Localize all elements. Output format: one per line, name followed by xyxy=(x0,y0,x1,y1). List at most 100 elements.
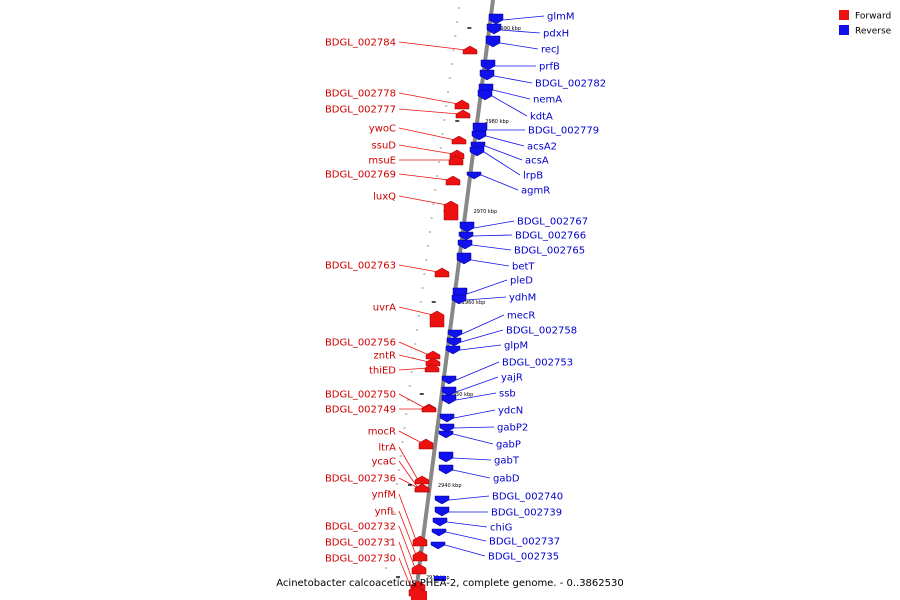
reverse-gene-label[interactable]: betT xyxy=(512,262,535,273)
reverse-gene-arrow[interactable] xyxy=(456,252,472,265)
forward-gene-arrow[interactable] xyxy=(414,475,430,485)
reverse-gene-arrow[interactable] xyxy=(451,294,467,305)
reverse-gene-arrow[interactable] xyxy=(479,69,495,81)
reverse-gene-arrow[interactable] xyxy=(477,89,493,101)
forward-gene-label[interactable]: BDGL_002769 xyxy=(325,170,396,181)
forward-gene-label[interactable]: ywoC xyxy=(369,124,396,135)
forward-gene-label[interactable]: BDGL_002750 xyxy=(325,390,396,401)
forward-gene-label[interactable]: thiED xyxy=(369,366,396,377)
forward-gene-arrow[interactable] xyxy=(425,350,441,360)
forward-gene-arrow[interactable] xyxy=(434,267,450,278)
forward-gene-arrow[interactable] xyxy=(448,155,464,166)
reverse-gene-label[interactable]: BDGL_002779 xyxy=(528,126,599,137)
reverse-gene-label[interactable]: BDGL_002782 xyxy=(535,79,606,90)
reverse-gene-label[interactable]: BDGL_002766 xyxy=(515,231,586,242)
reverse-gene-arrow[interactable] xyxy=(471,130,487,141)
forward-gene-label[interactable]: BDGL_002732 xyxy=(325,522,396,533)
reverse-gene-arrow[interactable] xyxy=(441,375,457,385)
forward-gene-arrow[interactable] xyxy=(429,310,445,328)
reverse-gene-arrow[interactable] xyxy=(445,345,461,355)
forward-gene-label[interactable]: ssuD xyxy=(372,141,397,152)
forward-gene-arrow[interactable] xyxy=(424,363,440,373)
forward-gene-arrow[interactable] xyxy=(454,99,470,110)
forward-gene-label[interactable]: BDGL_002749 xyxy=(325,405,396,416)
forward-gene-label[interactable]: BDGL_002777 xyxy=(325,105,396,116)
forward-gene-label[interactable]: BDGL_002731 xyxy=(325,538,396,549)
reverse-gene-label[interactable]: nemA xyxy=(533,95,562,106)
forward-gene-label[interactable]: ycaC xyxy=(371,457,396,468)
forward-gene-label[interactable]: ltrA xyxy=(378,443,396,454)
reverse-gene-label[interactable]: yajR xyxy=(501,373,523,384)
reverse-gene-arrow[interactable] xyxy=(438,464,454,475)
reverse-gene-arrow[interactable] xyxy=(457,239,473,250)
forward-gene-arrow[interactable] xyxy=(412,550,428,562)
reverse-gene-label[interactable]: recJ xyxy=(541,45,560,56)
forward-gene-label[interactable]: msuE xyxy=(368,156,396,167)
reverse-gene-arrow[interactable] xyxy=(458,231,474,241)
reverse-gene-label[interactable]: acsA2 xyxy=(527,142,557,153)
reverse-gene-label[interactable]: acsA xyxy=(525,156,549,167)
reverse-gene-arrow[interactable] xyxy=(432,517,448,527)
forward-gene-arrow[interactable] xyxy=(455,109,471,119)
forward-gene-arrow[interactable] xyxy=(412,535,428,547)
reverse-gene-arrow[interactable] xyxy=(469,146,485,157)
reverse-gene-label[interactable]: BDGL_002765 xyxy=(514,246,585,257)
reverse-gene-label[interactable]: mecR xyxy=(507,311,535,322)
reverse-gene-label[interactable]: pdxH xyxy=(543,29,569,40)
reverse-gene-label[interactable]: glpM xyxy=(504,341,528,352)
reverse-gene-label[interactable]: prfB xyxy=(539,62,560,73)
forward-gene-label[interactable]: uvrA xyxy=(373,303,396,314)
reverse-gene-arrow[interactable] xyxy=(480,59,496,71)
forward-gene-label[interactable]: BDGL_002736 xyxy=(325,474,396,485)
reverse-gene-arrow[interactable] xyxy=(486,23,502,35)
reverse-gene-label[interactable]: ydcN xyxy=(498,406,523,417)
reverse-gene-label[interactable]: kdtA xyxy=(530,112,553,123)
reverse-gene-label[interactable]: BDGL_002739 xyxy=(491,508,562,519)
forward-gene-label[interactable]: BDGL_002763 xyxy=(325,261,396,272)
reverse-gene-arrow[interactable] xyxy=(438,430,454,439)
reverse-gene-arrow[interactable] xyxy=(488,13,504,25)
reverse-gene-arrow[interactable] xyxy=(441,386,457,397)
forward-gene-label[interactable]: ynfL xyxy=(375,507,397,518)
reverse-gene-label[interactable]: BDGL_002737 xyxy=(489,537,560,548)
forward-gene-arrow[interactable] xyxy=(451,135,467,145)
forward-gene-arrow[interactable] xyxy=(411,563,427,575)
reverse-gene-arrow[interactable] xyxy=(438,451,454,463)
reverse-gene-label[interactable]: glmM xyxy=(547,12,575,23)
forward-gene-label[interactable]: mocR xyxy=(368,427,396,438)
forward-gene-arrow[interactable] xyxy=(418,438,434,450)
reverse-gene-arrow[interactable] xyxy=(431,528,447,537)
forward-gene-label[interactable]: luxQ xyxy=(373,192,396,203)
forward-gene-label[interactable]: ynfM xyxy=(372,490,396,501)
reverse-gene-label[interactable]: pleD xyxy=(510,276,533,287)
reverse-gene-label[interactable]: gabP xyxy=(496,440,521,451)
reverse-gene-label[interactable]: gabP2 xyxy=(497,423,528,434)
forward-gene-arrow[interactable] xyxy=(462,45,478,55)
reverse-gene-arrow[interactable] xyxy=(434,506,450,517)
forward-gene-arrow[interactable] xyxy=(425,357,441,367)
reverse-gene-label[interactable]: BDGL_002735 xyxy=(488,552,559,563)
forward-gene-arrow[interactable] xyxy=(414,483,430,493)
forward-gene-arrow[interactable] xyxy=(445,175,461,186)
reverse-gene-label[interactable]: gabD xyxy=(493,474,520,485)
forward-gene-label[interactable]: zntR xyxy=(374,351,397,362)
reverse-gene-arrow[interactable] xyxy=(459,221,475,233)
reverse-gene-arrow[interactable] xyxy=(447,329,463,339)
forward-gene-arrow[interactable] xyxy=(421,404,437,413)
forward-gene-label[interactable]: BDGL_002778 xyxy=(325,89,396,100)
reverse-gene-arrow[interactable] xyxy=(430,541,446,550)
forward-gene-arrow[interactable] xyxy=(443,200,459,221)
reverse-gene-arrow[interactable] xyxy=(446,337,462,347)
reverse-gene-label[interactable]: BDGL_002767 xyxy=(517,217,588,228)
reverse-gene-arrow[interactable] xyxy=(439,413,455,423)
reverse-gene-label[interactable]: gabT xyxy=(494,456,520,467)
reverse-gene-arrow[interactable] xyxy=(441,394,457,405)
reverse-gene-label[interactable]: BDGL_002753 xyxy=(502,358,573,369)
reverse-gene-label[interactable]: ydhM xyxy=(509,293,536,304)
reverse-gene-label[interactable]: lrpB xyxy=(523,171,543,182)
forward-gene-label[interactable]: BDGL_002730 xyxy=(325,554,396,565)
forward-gene-label[interactable]: BDGL_002784 xyxy=(325,38,396,49)
reverse-gene-label[interactable]: BDGL_002740 xyxy=(492,492,563,503)
reverse-gene-arrow[interactable] xyxy=(466,171,482,180)
reverse-gene-label[interactable]: chiG xyxy=(490,523,512,534)
